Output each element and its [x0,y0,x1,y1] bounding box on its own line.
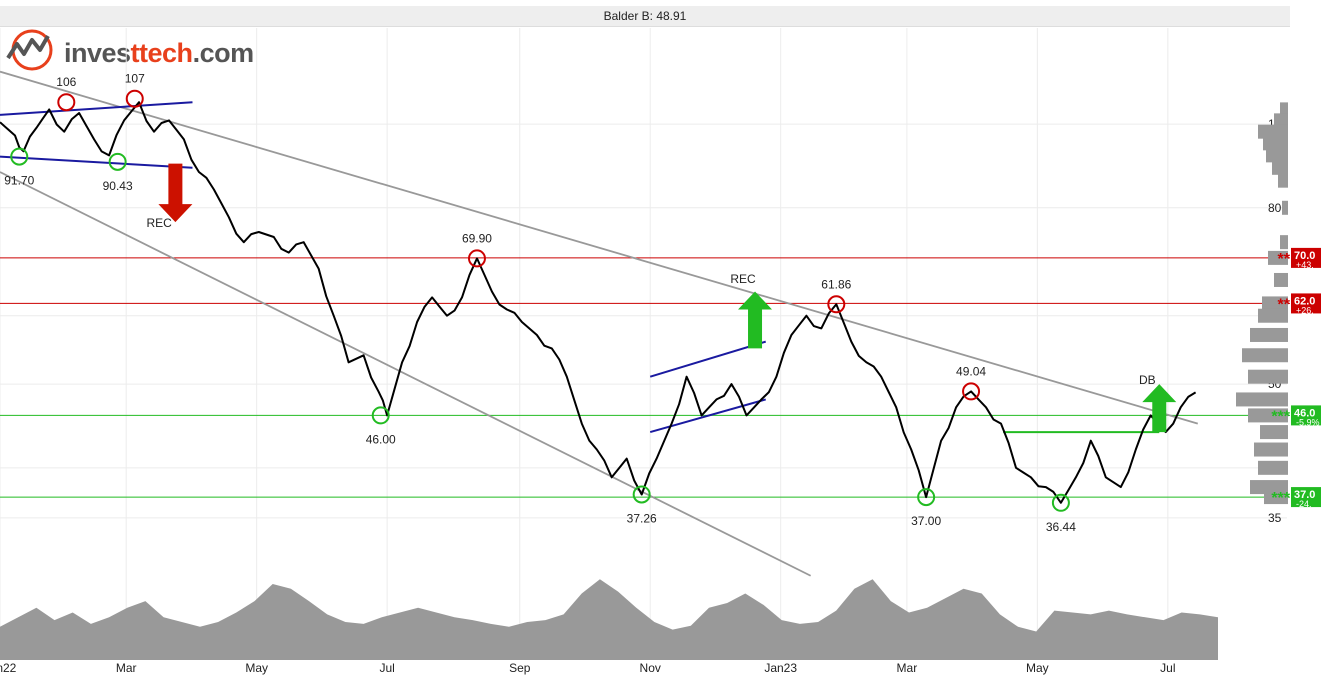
signal-arrow-up-icon [738,291,773,349]
x-tick-label: Sep [509,661,531,675]
logo-suffix: .com [192,38,255,68]
level-value: 62.0 [1294,295,1315,307]
extreme-label: 69.90 [462,231,492,245]
extreme-label: 46.00 [366,432,396,446]
extreme-label: 90.43 [103,179,133,193]
extreme-marker-top [827,295,846,314]
extreme-label: 36.44 [1046,520,1076,534]
x-tick-label: Jul [379,661,394,675]
volume-profile-bar [1282,200,1288,215]
volume-profile-bar [1266,148,1288,163]
volume-profile-bar [1264,490,1288,505]
level-value: 70.0 [1294,250,1315,262]
level-badge [1291,405,1321,426]
volume-profile-bar [1248,408,1288,423]
extreme-label: 106 [56,75,76,89]
extreme-label: 61.86 [821,277,851,291]
level-badge [1291,247,1321,268]
level-percent: +26. [1296,305,1314,315]
extreme-marker-top [962,382,981,401]
x-tick-label: May [1026,661,1049,675]
signal-annotation: DB [1139,373,1156,387]
signal-arrow-down-icon [158,163,193,223]
volume-profile-bar [1278,173,1288,188]
volume-profile-bar [1274,113,1288,128]
x-tick-label: Jan22 [0,661,17,675]
x-tick-label: Mar [116,661,137,675]
level-percent: +43. [1296,260,1314,270]
volume-profile-bar [1254,442,1288,457]
extreme-label: 107 [125,72,145,86]
volume-profile-bar [1250,327,1288,342]
logo-text: investtech.com [64,38,254,69]
volume-profile-bar [1236,392,1288,407]
logo-accent: ttech [130,38,194,68]
signal-annotation: REC [146,216,172,230]
extreme-label: 91.70 [4,174,34,188]
level-value: 37.0 [1294,489,1315,501]
volume-profile-bar [1258,124,1288,139]
extreme-marker-bottom [917,488,936,507]
x-tick-label: Jan23 [764,661,797,675]
extreme-marker-top [125,89,144,108]
volume-area [0,579,1218,660]
volume-profile-bar [1280,235,1288,250]
x-tick-label: Jul [1160,661,1175,675]
volume-profile-bar [1260,425,1288,440]
level-percent: -24. [1296,499,1312,509]
falling-trend-upper-line [0,70,1199,425]
x-tick-label: Mar [897,661,918,675]
signal-annotation: REC [730,272,756,286]
extreme-label: 37.26 [627,511,657,525]
volume-profile-bar [1242,348,1288,363]
volume-profile-bar [1272,160,1288,175]
level-percent: -5.9% [1296,417,1320,427]
y-tick-label: 35 [1268,511,1282,525]
volume-profile-bar [1280,102,1288,117]
y-tick-label: 80 [1268,201,1282,215]
extreme-marker-bottom [371,406,390,425]
extreme-marker-bottom [108,152,127,171]
level-stars: ** [1278,296,1291,313]
investtech-logo-icon [6,29,53,71]
level-stars: *** [1271,490,1290,507]
volume-profile-bar [1268,250,1288,265]
volume-profile-bar [1248,369,1288,384]
logo-prefix: inves [64,38,131,68]
extreme-marker-top [467,249,486,268]
rectangle-lower-line [0,155,193,169]
extreme-marker-top [57,93,76,112]
rectangle-upper-line [0,101,193,116]
x-tick-label: Nov [640,661,661,675]
extreme-label: 37.00 [911,514,941,528]
falling-trend-lower-line [0,171,812,577]
level-badge [1291,293,1321,314]
level-badge [1291,487,1321,508]
x-tick-label: May [245,661,268,675]
volume-profile-bar [1258,460,1288,475]
extreme-marker-bottom [10,147,29,166]
extreme-marker-bottom [1051,493,1070,512]
title-bar [0,6,1290,27]
rising-channel-upper-line [649,340,767,378]
price-line-balder-b [0,101,1197,504]
extreme-label: 49.04 [956,364,986,378]
chart-title: Balder B: 48.91 [603,9,687,23]
volume-profile-bar [1258,308,1288,323]
volume-profile-bar [1274,272,1288,287]
volume-profile-bar [1262,296,1288,311]
level-stars: *** [1271,408,1290,425]
signal-arrow-up-icon [1142,384,1177,433]
volume-profile-bar [1263,136,1288,151]
extreme-marker-bottom [632,485,651,504]
level-value: 46.0 [1294,407,1315,419]
level-stars: ** [1278,251,1291,268]
